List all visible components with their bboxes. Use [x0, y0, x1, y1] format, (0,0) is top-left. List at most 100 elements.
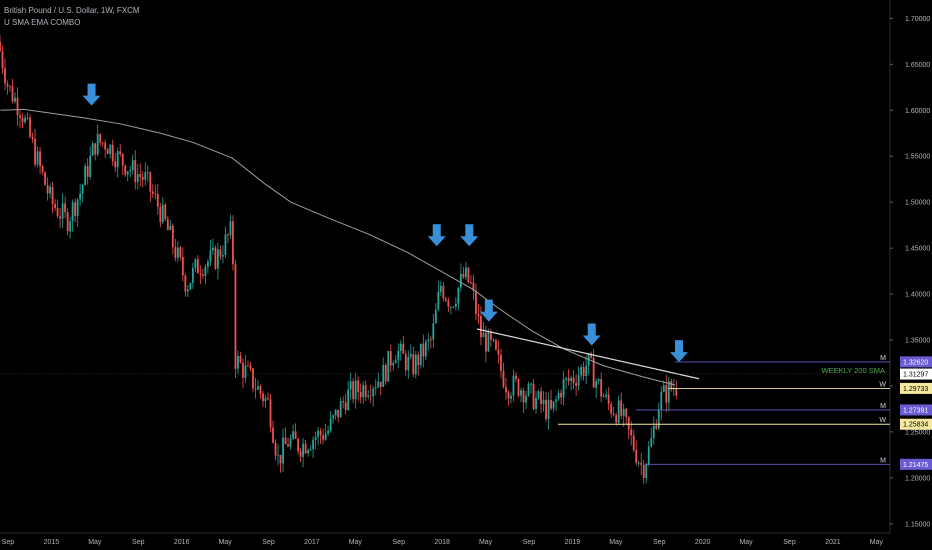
- candle-body: [312, 439, 315, 450]
- candle-body: [645, 464, 648, 479]
- x-tick-label: May: [870, 539, 884, 546]
- candle-body: [384, 364, 387, 382]
- candle-body: [176, 247, 179, 258]
- candle-body: [459, 273, 462, 288]
- candle-body: [537, 391, 540, 398]
- candle: [222, 244, 224, 264]
- candle-body: [570, 377, 572, 382]
- candle-body: [352, 381, 355, 400]
- candle: [572, 369, 575, 389]
- candle-body: [552, 401, 555, 409]
- candle: [555, 395, 557, 411]
- candle: [495, 338, 497, 351]
- candle-body: [555, 399, 557, 402]
- candle: [116, 147, 119, 178]
- candle: [580, 364, 583, 381]
- candle-body: [31, 136, 34, 139]
- candle-body: [437, 291, 440, 310]
- candle-body: [540, 391, 542, 405]
- candle: [449, 305, 452, 315]
- candle-body: [610, 404, 613, 414]
- candle: [56, 199, 59, 218]
- candle: [590, 351, 593, 359]
- candle: [342, 396, 345, 409]
- price-label-text: 1.29733: [903, 386, 928, 393]
- candle: [302, 437, 304, 468]
- candle-body: [477, 313, 480, 316]
- candle-body: [229, 221, 232, 236]
- candle-body: [51, 186, 54, 204]
- candle: [492, 338, 495, 343]
- candle: [26, 112, 29, 121]
- candle-body: [74, 202, 77, 216]
- candle-body: [394, 360, 397, 364]
- candle-body: [442, 285, 445, 299]
- candle: [234, 259, 237, 378]
- candle: [552, 401, 555, 413]
- candle-body: [274, 442, 277, 456]
- x-tick-label: 2021: [825, 539, 841, 546]
- candle-body: [670, 381, 673, 390]
- candle-body: [449, 306, 452, 308]
- candle-body: [557, 392, 560, 400]
- candle: [244, 355, 247, 383]
- candle-body: [567, 378, 570, 382]
- candle-body: [259, 386, 262, 394]
- candle-body: [582, 367, 585, 376]
- x-tick-label: 2019: [565, 539, 581, 546]
- candle: [627, 416, 630, 440]
- candle-body: [249, 365, 252, 369]
- candle: [434, 303, 437, 324]
- candle: [29, 113, 31, 139]
- candle-body: [46, 184, 49, 194]
- candle: [610, 401, 613, 418]
- candle-body: [272, 427, 274, 443]
- candle: [642, 460, 645, 485]
- candle: [101, 141, 104, 147]
- candle: [131, 154, 134, 175]
- candle-body: [257, 386, 259, 390]
- candle-body: [364, 385, 367, 397]
- price-label-box: [900, 368, 932, 380]
- candle: [422, 334, 425, 368]
- x-tick-label: May: [218, 539, 232, 546]
- candle-body: [399, 343, 402, 351]
- candle-body: [349, 381, 352, 390]
- candle-body: [475, 290, 477, 314]
- candle-body: [447, 300, 450, 307]
- candle-body: [149, 172, 152, 192]
- candle: [49, 183, 51, 199]
- candle: [620, 392, 623, 419]
- candle: [530, 382, 532, 394]
- candle: [467, 266, 470, 284]
- candle: [9, 85, 11, 92]
- candle-body: [21, 117, 24, 123]
- candle-body: [625, 408, 628, 417]
- candle: [540, 386, 542, 413]
- candle-body: [222, 255, 224, 257]
- y-tick-label: 1.35000: [905, 338, 930, 345]
- candle-body: [59, 216, 62, 219]
- candle: [109, 143, 112, 159]
- candle-body: [284, 437, 287, 445]
- candle: [419, 343, 422, 369]
- candle-body: [407, 356, 410, 371]
- candle: [625, 407, 628, 425]
- candle: [179, 245, 182, 261]
- candle-body: [124, 165, 127, 175]
- candle: [602, 393, 605, 398]
- candle: [247, 360, 249, 367]
- candle-body: [11, 86, 14, 102]
- candle-body: [292, 431, 294, 439]
- candle: [242, 358, 244, 389]
- candle-body: [372, 388, 375, 397]
- candle: [439, 281, 442, 297]
- candle: [51, 182, 54, 214]
- candle: [21, 113, 24, 129]
- candle-body: [675, 388, 678, 396]
- candle: [517, 377, 520, 398]
- x-tick-label: 2015: [44, 539, 60, 546]
- candle-body: [56, 207, 59, 217]
- candle: [472, 274, 475, 301]
